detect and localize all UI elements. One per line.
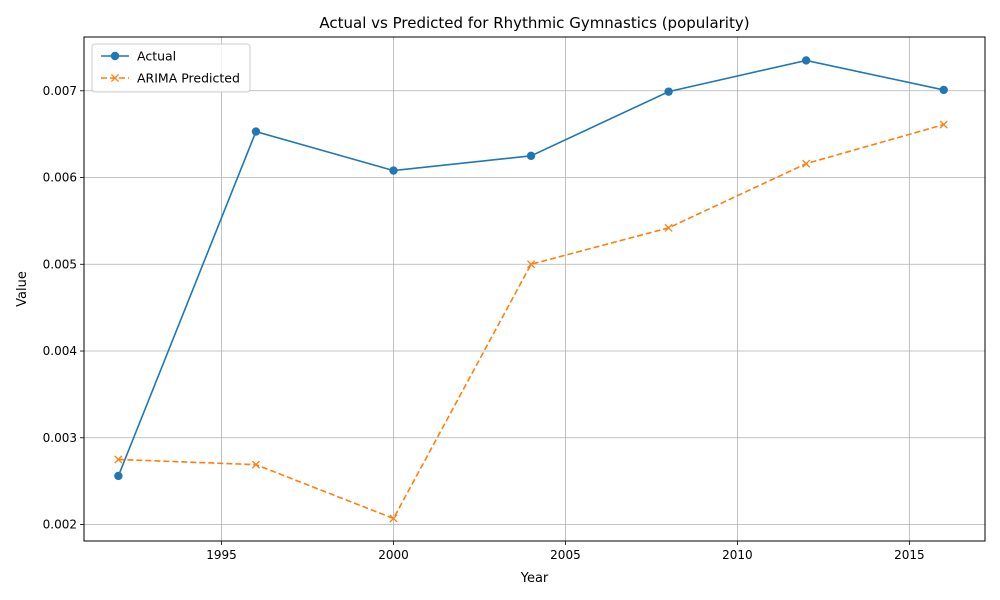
y-tick-label: 0.003: [43, 431, 77, 445]
actual-point: [801, 56, 811, 65]
x-axis-ticks: 1995 2000 2005 2010 2015: [206, 541, 925, 562]
actual-point: [110, 51, 120, 61]
y-axis-label: Value: [15, 271, 30, 307]
predicted-point: [114, 455, 123, 464]
actual-point: [114, 471, 123, 481]
legend: Actual ARIMA Predicted: [91, 43, 251, 93]
y-tick-label: 0.006: [43, 171, 77, 185]
y-tick-label: 0.004: [43, 344, 77, 358]
actual-series: [114, 56, 948, 481]
actual-point: [526, 151, 536, 161]
series-layer: [114, 56, 948, 523]
grid-lines: [84, 37, 985, 541]
chart-title: Actual vs Predicted for Rhythmic Gymnast…: [319, 14, 749, 32]
y-axis-ticks: 0.002 0.003 0.004 0.005 0.006 0.007: [43, 84, 84, 532]
predicted-point: [802, 159, 811, 168]
x-tick-label: 1995: [206, 548, 237, 562]
x-tick-label: 2000: [378, 548, 409, 562]
arima-predicted-series: [114, 120, 948, 523]
legend-entry-label: ARIMA Predicted: [137, 71, 240, 86]
legend-box: [91, 43, 251, 93]
actual-point: [939, 85, 948, 95]
predicted-point: [664, 223, 673, 232]
predicted-point: [389, 514, 398, 523]
legend-entry-label: Actual: [137, 49, 176, 64]
actual-point: [664, 87, 673, 96]
x-tick-label: 2015: [894, 548, 925, 562]
predicted-point: [110, 73, 120, 83]
x-axis-label: Year: [520, 571, 549, 586]
x-tick-label: 2010: [722, 548, 753, 562]
y-tick-label: 0.007: [43, 84, 77, 98]
plot-area-frame: [83, 36, 986, 542]
predicted-point: [251, 460, 261, 469]
actual-point: [251, 127, 261, 136]
x-tick-label: 2005: [550, 548, 581, 562]
predicted-point: [527, 260, 536, 269]
y-tick-label: 0.005: [43, 257, 77, 271]
y-tick-label: 0.002: [43, 518, 77, 532]
actual-point: [389, 166, 398, 175]
predicted-point: [939, 120, 948, 129]
